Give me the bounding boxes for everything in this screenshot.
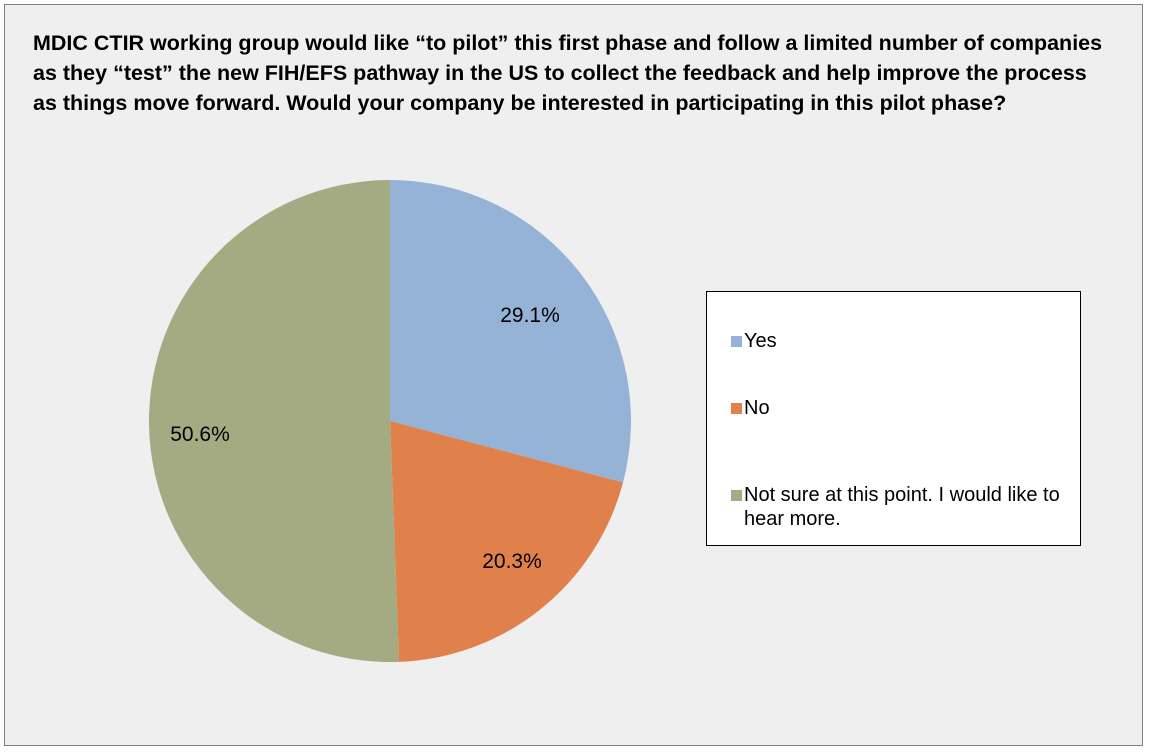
- chart-title: MDIC CTIR working group would like “to p…: [33, 31, 1103, 115]
- pie-slice-yes: [390, 180, 631, 483]
- legend-item-no: No: [731, 396, 1071, 420]
- legend-label-not-sure: Not sure at this point. I would like to …: [744, 484, 1060, 530]
- pie-slices: [149, 180, 631, 662]
- legend-swatch-no: [731, 403, 742, 414]
- pie-slice-not-sure: [149, 180, 400, 662]
- legend-label-yes: Yes: [744, 330, 777, 352]
- legend-swatch-yes: [731, 336, 742, 347]
- legend: Yes No Not sure at this point. I would l…: [706, 291, 1081, 546]
- data-label-no: 20.3%: [482, 550, 542, 573]
- legend-item-not-sure: Not sure at this point. I would like to …: [731, 483, 1071, 531]
- data-label-not-sure: 50.6%: [170, 423, 230, 446]
- pie-slice-no: [390, 421, 624, 662]
- legend-swatch-not-sure: [731, 490, 742, 501]
- legend-item-yes: Yes: [731, 329, 1071, 353]
- legend-label-no: No: [744, 397, 770, 419]
- pie-data-labels: 29.1% 20.3% 50.6%: [170, 304, 560, 573]
- data-label-yes: 29.1%: [500, 304, 560, 327]
